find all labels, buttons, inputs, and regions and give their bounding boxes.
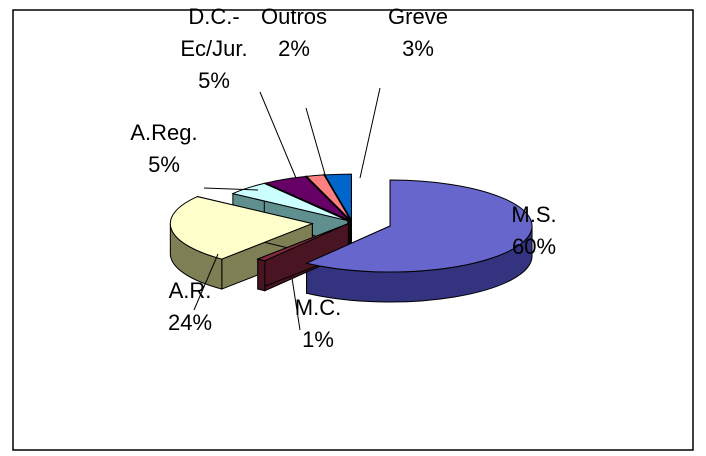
leader-line-m-c	[291, 277, 301, 331]
data-label-line: Outros	[261, 4, 327, 29]
data-label-a-r: A.R. 24%	[168, 278, 212, 335]
pie-slice-m-s	[305, 179, 533, 273]
pie-leader-lines	[193, 87, 381, 331]
leader-line-outros	[305, 107, 327, 179]
data-label-line: A.R.	[169, 278, 212, 303]
pie-slice-a-reg	[231, 182, 348, 222]
data-label-d-c-ec-jur: D.C.- Ec/Jur. 5%	[180, 4, 247, 93]
data-label-line: M.S.	[511, 202, 556, 227]
data-label-a-reg: A.Reg. 5%	[130, 120, 197, 177]
pie-slice-d-c-ec-jur	[264, 175, 350, 221]
data-label-line: 5%	[148, 152, 180, 177]
data-label-line: 3%	[402, 36, 434, 61]
data-label-line: A.Reg.	[130, 120, 197, 145]
data-label-line: 24%	[168, 310, 212, 335]
leader-line-a-r	[193, 253, 219, 311]
data-label-line: 5%	[198, 68, 230, 93]
leader-line-d-c-ec-jur	[259, 91, 297, 179]
data-label-line: M.C.	[295, 295, 341, 320]
pie-tops	[169, 173, 533, 273]
pie-slice-a-r	[169, 196, 314, 260]
pie-slice-outros	[305, 174, 351, 221]
data-label-outros: Outros 2%	[261, 4, 327, 61]
data-label-line: Ec/Jur.	[180, 36, 247, 61]
chart-border	[12, 9, 694, 451]
data-label-m-s: M.S. 60%	[511, 202, 556, 259]
data-label-line: 1%	[302, 327, 334, 352]
data-label-line: D.C.-	[188, 4, 239, 29]
pie-labels: M.S. 60% M.C. 1% A.R. 24% A.Reg. 5% D.C.- Ec/Jur.…	[130, 0, 556, 352]
data-label-line: 2%	[278, 36, 310, 61]
data-label-line: 60%	[512, 234, 556, 259]
data-label-m-c: M.C. 1%	[295, 295, 341, 352]
data-label-line: Greve	[388, 4, 448, 29]
leader-line-a-reg	[203, 187, 259, 191]
leader-line-d-c-greve	[359, 87, 381, 179]
pie-outer-wall	[257, 258, 266, 292]
pie-slice-m-c	[256, 223, 349, 262]
